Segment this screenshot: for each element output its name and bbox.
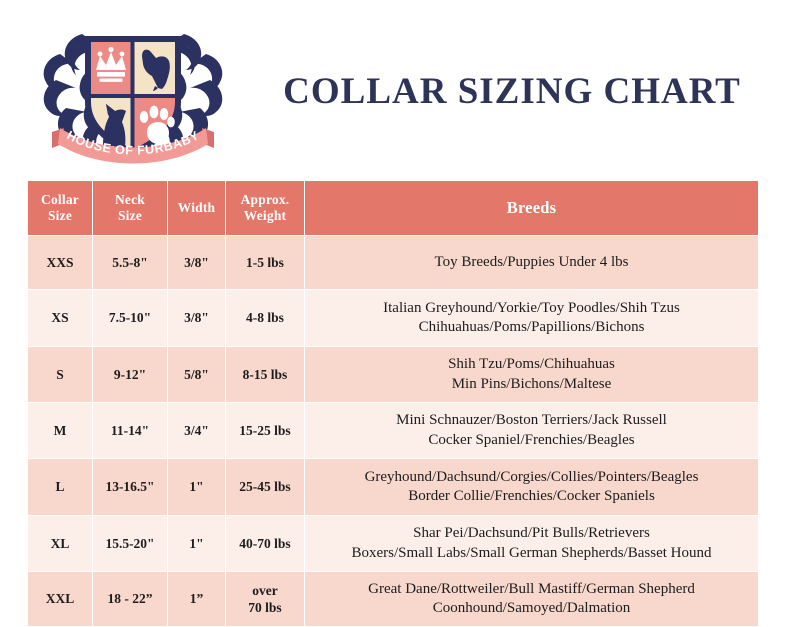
collar-sizing-table: Collar Size Neck Size Width Approx. Weig… xyxy=(27,180,759,627)
cell-weight: over 70 lbs xyxy=(226,572,304,626)
column-header-collar-size: Collar Size xyxy=(28,181,92,235)
width-label: Width xyxy=(177,199,216,215)
breeds-line2: Border Collie/Frenchies/Cocker Spaniels xyxy=(408,488,655,504)
table-row: XL 15.5-20" 1" 40-70 lbs Shar Pei/Dachsu… xyxy=(28,516,758,571)
weight-line1: 40-70 lbs xyxy=(239,535,291,551)
cell-width: 1" xyxy=(168,516,225,571)
cell-width: 1” xyxy=(168,572,225,626)
cell-width: 3/4" xyxy=(168,403,225,458)
weight-line1: 1-5 lbs xyxy=(246,254,284,270)
breeds-line1: Toy Breeds/Puppies Under 4 lbs xyxy=(434,253,629,270)
breeds-line1: Italian Greyhound/Yorkie/Toy Poodles/Shi… xyxy=(383,299,680,316)
dog-head-icon xyxy=(142,49,170,91)
cell-weight: 8-15 lbs xyxy=(226,347,304,402)
cell-neck-size: 18 - 22” xyxy=(93,572,167,626)
breeds-line2: Chihuahuas/Poms/Papillions/Bichons xyxy=(418,319,645,335)
crest-svg: HOUSE OF FURBABY xyxy=(43,34,223,164)
cell-neck-size: 5.5-8" xyxy=(93,236,167,289)
table-header-row: Collar Size Neck Size Width Approx. Weig… xyxy=(28,181,758,235)
column-header-breeds: Breeds xyxy=(305,181,758,235)
breeds-line1: Great Dane/Rottweiler/Bull Mastiff/Germa… xyxy=(368,580,695,597)
cell-neck-size: 9-12" xyxy=(93,347,167,402)
breeds-label: Breeds xyxy=(506,197,557,217)
weight-line1: 8-15 lbs xyxy=(242,366,288,382)
weight-line1: 25-45 lbs xyxy=(239,479,291,495)
table-row: XXS 5.5-8" 3/8" 1-5 lbs Toy Breeds/Puppi… xyxy=(28,236,758,289)
collar-size-label-line2: Size xyxy=(47,208,73,223)
cell-weight: 25-45 lbs xyxy=(226,459,304,515)
column-header-width: Width xyxy=(168,181,225,235)
cell-breeds: Toy Breeds/Puppies Under 4 lbs xyxy=(305,236,758,289)
weight-label-line2: Weight xyxy=(243,208,287,223)
cell-collar-size: XXL xyxy=(28,572,92,626)
table-body: XXS 5.5-8" 3/8" 1-5 lbs Toy Breeds/Puppi… xyxy=(28,236,758,626)
cat-head-icon xyxy=(103,104,126,146)
cell-breeds: Shar Pei/Dachsund/Pit Bulls/Retrievers B… xyxy=(305,516,758,571)
cell-breeds: Great Dane/Rottweiler/Bull Mastiff/Germa… xyxy=(305,572,758,626)
cell-neck-size: 7.5-10" xyxy=(93,290,167,346)
cell-collar-size: XL xyxy=(28,516,92,571)
cell-collar-size: XXS xyxy=(28,236,92,289)
cell-weight: 1-5 lbs xyxy=(226,236,304,289)
breeds-line1: Greyhound/Dachsund/Corgies/Collies/Point… xyxy=(364,468,699,485)
neck-size-label-line2: Size xyxy=(117,208,143,223)
column-header-neck-size: Neck Size xyxy=(93,181,167,235)
breeds-line2: Min Pins/Bichons/Maltese xyxy=(451,375,612,392)
cell-collar-size: M xyxy=(28,403,92,458)
cell-neck-size: 13-16.5" xyxy=(93,459,167,515)
paw-print-icon xyxy=(139,105,175,144)
page-title: COLLAR SIZING CHART xyxy=(283,71,741,112)
breeds-line1: Shar Pei/Dachsund/Pit Bulls/Retrievers xyxy=(413,525,650,541)
cell-width: 3/8" xyxy=(168,290,225,346)
column-header-weight: Approx. Weight xyxy=(226,181,304,235)
weight-line1: over xyxy=(252,582,278,598)
table-row: XXL 18 - 22” 1” over 70 lbs Great Dane/R… xyxy=(28,572,758,626)
breeds-line1: Mini Schnauzer/Boston Terriers/Jack Russ… xyxy=(396,412,667,428)
weight-line1: 4-8 lbs xyxy=(246,310,284,326)
collar-size-label-line1: Collar xyxy=(41,191,79,207)
neck-size-label-line1: Neck xyxy=(114,191,146,207)
breeds-line1: Shih Tzu/Poms/Chihuahuas xyxy=(448,356,615,372)
house-of-furbaby-logo: HOUSE OF FURBABY xyxy=(22,18,244,170)
breeds-line2: Cocker Spaniel/Frenchies/Beagles xyxy=(428,431,635,448)
table-row: M 11-14" 3/4" 15-25 lbs Mini Schnauzer/B… xyxy=(28,403,758,458)
weight-label-line1: Approx. xyxy=(240,191,290,207)
cell-weight: 15-25 lbs xyxy=(226,403,304,458)
cell-breeds: Mini Schnauzer/Boston Terriers/Jack Russ… xyxy=(305,403,758,458)
cell-weight: 4-8 lbs xyxy=(226,290,304,346)
cell-neck-size: 11-14" xyxy=(93,403,167,458)
cell-breeds: Shih Tzu/Poms/Chihuahuas Min Pins/Bichon… xyxy=(305,347,758,402)
cell-width: 5/8" xyxy=(168,347,225,402)
weight-line2: 70 lbs xyxy=(248,600,282,615)
page-header: HOUSE OF FURBABY COLLAR SIZING CHART xyxy=(0,0,793,172)
cell-collar-size: L xyxy=(28,459,92,515)
cell-collar-size: XS xyxy=(28,290,92,346)
cell-width: 3/8" xyxy=(168,236,225,289)
table-row: S 9-12" 5/8" 8-15 lbs Shih Tzu/Poms/Chih… xyxy=(28,347,758,402)
shield-horizontal-divider xyxy=(91,94,175,98)
cell-collar-size: S xyxy=(28,347,92,402)
cell-width: 1" xyxy=(168,459,225,515)
breeds-line2: Boxers/Small Labs/Small German Shepherds… xyxy=(351,544,712,561)
weight-line1: 15-25 lbs xyxy=(239,422,291,438)
cell-breeds: Italian Greyhound/Yorkie/Toy Poodles/Shi… xyxy=(305,290,758,346)
cell-breeds: Greyhound/Dachsund/Corgies/Collies/Point… xyxy=(305,459,758,515)
cell-neck-size: 15.5-20" xyxy=(93,516,167,571)
banner-ribbon xyxy=(52,128,214,164)
table-row: XS 7.5-10" 3/8" 4-8 lbs Italian Greyhoun… xyxy=(28,290,758,346)
cell-weight: 40-70 lbs xyxy=(226,516,304,571)
table-row: L 13-16.5" 1" 25-45 lbs Greyhound/Dachsu… xyxy=(28,459,758,515)
crown-icon xyxy=(96,46,126,82)
breeds-line2: Coonhound/Samoyed/Dalmation xyxy=(432,600,631,616)
